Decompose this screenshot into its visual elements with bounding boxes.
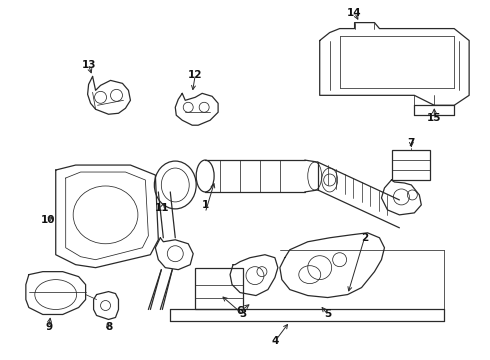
Text: 4: 4 [271, 336, 279, 346]
Text: 10: 10 [41, 215, 55, 225]
Text: 12: 12 [188, 71, 202, 80]
Text: 3: 3 [240, 310, 246, 319]
Text: 1: 1 [201, 200, 209, 210]
Text: 9: 9 [45, 323, 52, 332]
Text: 8: 8 [105, 323, 112, 332]
Bar [392, 150, 430, 180]
Text: 11: 11 [155, 203, 170, 213]
Text: 15: 15 [427, 113, 441, 123]
Text: 13: 13 [81, 60, 96, 71]
Text: 7: 7 [408, 138, 415, 148]
Bar [195, 268, 243, 310]
Text: 14: 14 [347, 8, 362, 18]
Text: 2: 2 [361, 233, 368, 243]
Text: 5: 5 [324, 310, 331, 319]
Text: 6: 6 [236, 306, 244, 316]
